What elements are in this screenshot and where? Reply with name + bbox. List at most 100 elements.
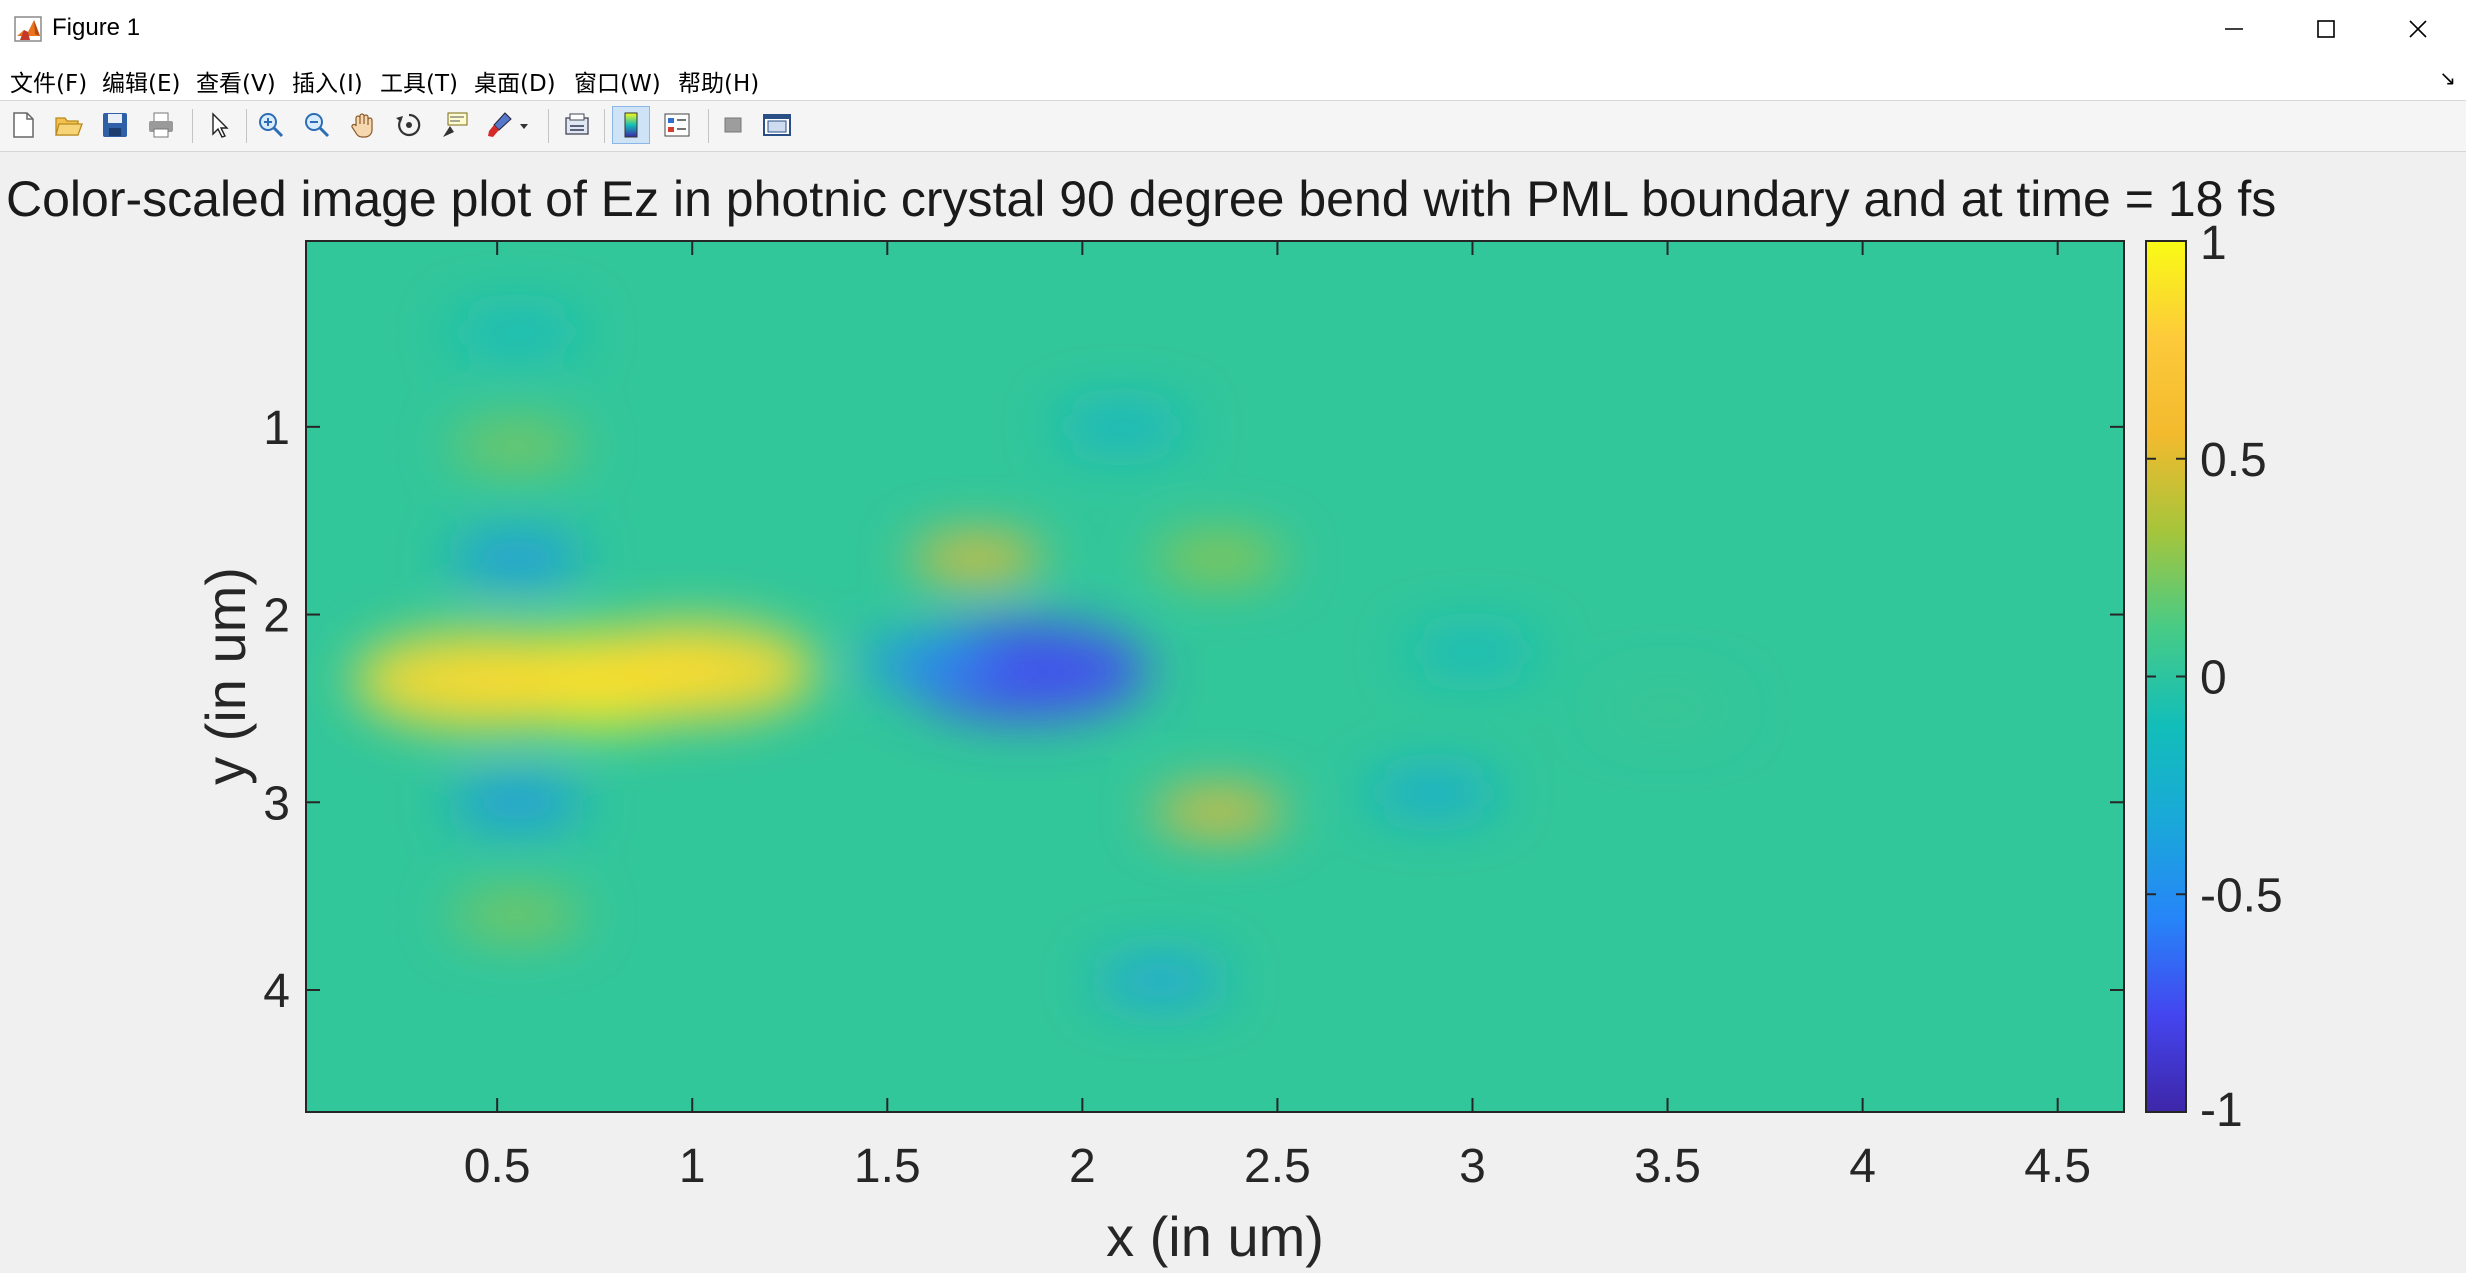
x-tick-label: 3 [1459, 1140, 1486, 1193]
matlab-logo-icon [14, 16, 42, 42]
maximize-icon [2317, 20, 2335, 38]
colorbar-tick-label: -0.5 [2200, 869, 2283, 922]
x-tick-label: 4.5 [2024, 1140, 2091, 1193]
field-features [352, 310, 1734, 1004]
new-file-icon [13, 112, 34, 138]
x-tick-label: 1.5 [854, 1140, 921, 1193]
hand-icon [351, 113, 373, 138]
insert-colorbar-button[interactable] [612, 106, 650, 144]
show-tools-icon [763, 114, 791, 136]
toolbar-separator [604, 109, 605, 143]
folder-open-icon [55, 117, 83, 136]
figure-canvas: 0.5 1 1.5 2 2.5 3 3.5 4 4.5 1 2 3 4 x (in um) y (in… [194, 217, 2283, 1268]
chart-title: Color-scaled image plot of Ez in photnic… [6, 171, 2277, 227]
brush-icon [488, 112, 528, 137]
hide-plot-tools-button[interactable] [714, 106, 752, 144]
dock-figure-icon[interactable]: ↘ [2439, 68, 2456, 90]
y-tick-label: 4 [263, 965, 290, 1018]
new-figure-button[interactable] [4, 106, 42, 144]
field-blob [450, 779, 583, 825]
x-tick-label: 3.5 [1634, 1140, 1701, 1193]
open-file-button[interactable] [50, 106, 88, 144]
field-blob [450, 535, 583, 581]
colorbar-tick-label: 1 [2200, 217, 2227, 270]
field-blob [450, 310, 583, 356]
rotate-icon [396, 113, 421, 137]
colorbar-ticks: 1 0.5 0 -0.5 -1 [2146, 217, 2283, 1137]
menu-edit[interactable]: 编辑(E) [102, 71, 181, 97]
plot-frame [305, 240, 2125, 1113]
print-figure-button[interactable] [142, 106, 180, 144]
zoom-in-button[interactable] [252, 106, 290, 144]
minimize-button[interactable] [2188, 0, 2280, 58]
x-tick-label: 2 [1069, 1140, 1096, 1193]
colorbar-tick-label: -1 [2200, 1084, 2243, 1137]
toolbar-separator [548, 109, 549, 143]
hide-tools-icon [724, 117, 742, 133]
save-icon [103, 113, 127, 137]
colorbar-icon [624, 112, 638, 138]
brush-button[interactable] [482, 106, 534, 144]
field-blob [1367, 770, 1500, 816]
menu-help[interactable]: 帮助(H) [678, 71, 760, 97]
edit-plot-button[interactable] [200, 106, 238, 144]
data-tip-icon [443, 112, 468, 137]
maximize-button[interactable] [2280, 0, 2372, 58]
show-plot-tools-button[interactable] [758, 106, 796, 144]
close-button[interactable] [2372, 0, 2464, 58]
field-blob [567, 622, 818, 720]
zoom-out-button[interactable] [298, 106, 336, 144]
figure-toolbar [0, 101, 2466, 152]
pointer-arrow-icon [212, 112, 229, 138]
field-blob [352, 631, 603, 730]
field-blob [450, 423, 583, 469]
field-blob [1152, 535, 1286, 581]
toolbar-separator [246, 109, 247, 143]
zoom-out-icon [305, 113, 330, 138]
x-axis-label: x (in um) [1106, 1205, 1324, 1268]
menu-insert[interactable]: 插入(I) [292, 71, 363, 97]
menu-tools[interactable]: 工具(T) [380, 71, 458, 97]
field-blob [859, 638, 993, 685]
minimize-icon [2225, 28, 2243, 30]
legend-icon [664, 113, 690, 137]
field-blob [1094, 958, 1227, 1004]
field-blob [1601, 685, 1734, 731]
y-tick-label: 1 [263, 402, 290, 455]
x-tick-label: 4 [1849, 1140, 1876, 1193]
link-plot-button[interactable] [558, 106, 596, 144]
x-tick-label: 1 [679, 1140, 706, 1193]
field-blob [1152, 789, 1286, 835]
y-tick-label: 2 [263, 590, 290, 643]
link-plot-icon [565, 113, 589, 135]
window-titlebar: Figure 1 [0, 0, 2466, 59]
menu-window[interactable]: 窗口(W) [574, 71, 661, 97]
field-blob [910, 535, 1044, 581]
toolbar-separator [192, 109, 193, 143]
pan-button[interactable] [344, 106, 382, 144]
x-axis: 0.5 1 1.5 2 2.5 3 3.5 4 4.5 [464, 241, 2091, 1193]
data-cursor-button[interactable] [436, 106, 474, 144]
x-tick-label: 2.5 [1244, 1140, 1311, 1193]
colorbar[interactable]: 1 0.5 0 -0.5 -1 [2145, 217, 2283, 1137]
insert-legend-button[interactable] [658, 106, 696, 144]
menu-desktop[interactable]: 桌面(D) [474, 71, 556, 97]
window-title: Figure 1 [52, 14, 141, 41]
colorbar-tick-label: 0 [2200, 652, 2227, 705]
save-figure-button[interactable] [96, 106, 134, 144]
toolbar-separator [708, 109, 709, 143]
field-blob [1406, 629, 1539, 675]
menu-bar: 文件(F) 编辑(E) 查看(V) 插入(I) 工具(T) 桌面(D) 窗口(W… [0, 58, 2466, 101]
printer-icon [149, 112, 173, 138]
colorbar-tick-label: 0.5 [2200, 434, 2267, 487]
menu-view[interactable]: 查看(V) [196, 71, 276, 97]
y-axis: 1 2 3 4 [263, 402, 2124, 1018]
y-axis-label: y (in um) [194, 567, 257, 785]
x-tick-label: 0.5 [464, 1140, 531, 1193]
close-icon [2409, 20, 2427, 38]
field-blob [1055, 404, 1188, 450]
heatmap-plot[interactable]: 0.5 1 1.5 2 2.5 3 3.5 4 4.5 1 2 3 4 [263, 240, 2125, 1193]
menu-file[interactable]: 文件(F) [10, 71, 88, 97]
field-blob [450, 892, 583, 938]
rotate-3d-button[interactable] [390, 106, 428, 144]
